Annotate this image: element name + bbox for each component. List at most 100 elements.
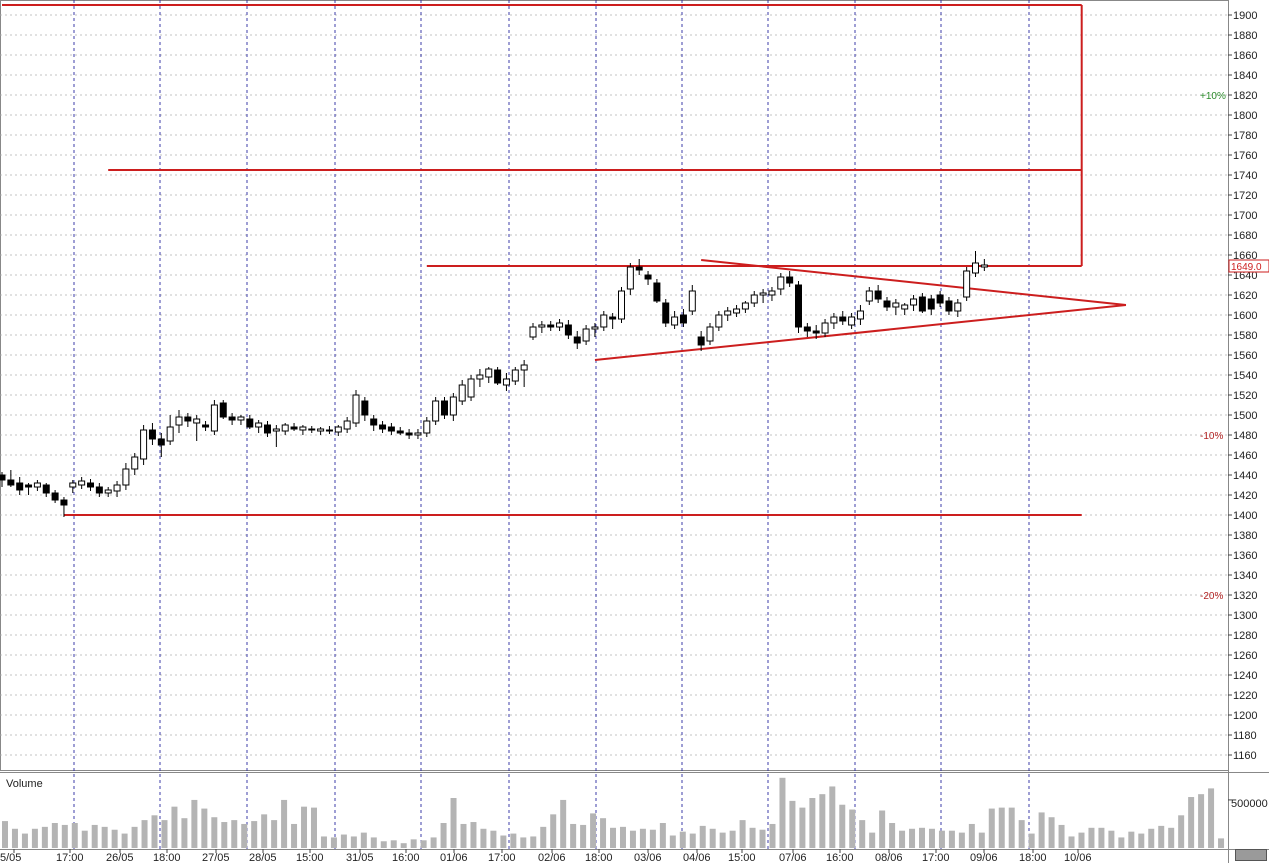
volume-bar	[759, 829, 766, 848]
price-tick-label: 1300	[1233, 610, 1257, 622]
candle-body-up	[69, 482, 77, 488]
candle-body-up	[750, 294, 758, 304]
volume-bar	[370, 837, 377, 848]
candle-body-down	[202, 424, 210, 428]
time-tick-label: 08/06	[875, 852, 903, 863]
volume-bar	[1008, 807, 1015, 848]
time-tick-label: 09/06	[970, 852, 998, 863]
candle-body-up	[33, 482, 41, 488]
candle	[42, 483, 50, 497]
time-tick-label: 16:00	[392, 852, 420, 863]
candle	[78, 477, 86, 489]
candle	[193, 415, 201, 441]
candle	[803, 323, 811, 337]
candle-body-up	[343, 420, 351, 430]
candle-body-up	[706, 326, 714, 342]
candle-body-up	[963, 270, 971, 298]
candle	[414, 429, 422, 439]
candle-body-up	[910, 298, 918, 306]
candle	[317, 427, 325, 435]
candle-body-up	[140, 429, 148, 460]
volume-bar	[1078, 832, 1085, 848]
candle	[812, 325, 820, 339]
price-tick-label: 1540	[1233, 370, 1257, 382]
price-tick-label: 1180	[1233, 730, 1257, 742]
candle-body-up	[892, 302, 900, 308]
volume-panel: Volume 500000	[2, 777, 1268, 848]
candle	[520, 360, 528, 387]
candle	[423, 417, 431, 437]
candle-body-up	[166, 426, 174, 442]
candle	[980, 259, 988, 271]
candle-body-up	[281, 424, 289, 432]
price-tick-label: 1900	[1233, 10, 1257, 22]
volume-bar	[550, 814, 557, 848]
candle-body-up	[255, 422, 263, 428]
candle-body-down	[379, 424, 387, 430]
volume-bar	[1198, 794, 1205, 848]
candle	[458, 380, 466, 405]
volume-bar	[849, 809, 856, 848]
volume-bar	[400, 843, 407, 848]
candle	[892, 299, 900, 315]
candle-body-down	[184, 416, 192, 422]
time-tick-label: 31/05	[346, 852, 374, 863]
candle-body-up	[626, 266, 634, 290]
candle-body-up	[865, 290, 873, 302]
candle	[600, 311, 608, 331]
volume-bar	[510, 833, 517, 848]
volume-bar	[1058, 824, 1065, 848]
candle	[609, 313, 617, 329]
time-tick-label: 18:00	[153, 852, 181, 863]
candle-body-down	[361, 400, 369, 416]
percent-marker-label: -10%	[1200, 431, 1223, 442]
volume-bar	[1038, 812, 1045, 848]
time-tick-label: 01/06	[440, 852, 468, 863]
price-tick-label: 1780	[1233, 130, 1257, 142]
candle	[202, 421, 210, 431]
candle-body-down	[653, 282, 661, 302]
volume-bar	[769, 823, 776, 848]
candle	[564, 320, 572, 339]
volume-bar	[739, 820, 746, 848]
candle-body-up	[272, 428, 280, 432]
candle-body-up	[458, 384, 466, 402]
candle	[51, 490, 59, 503]
candle	[821, 319, 829, 337]
volume-bar	[819, 794, 826, 848]
volume-bar	[350, 836, 357, 848]
price-tick-label: 1740	[1233, 170, 1257, 182]
volume-bar	[131, 826, 138, 848]
time-tick-label: 27/05	[202, 852, 230, 863]
time-tick-label: 26/05	[106, 852, 134, 863]
candle	[582, 325, 590, 345]
volume-bar	[241, 823, 248, 848]
time-tick-label: 15:00	[728, 852, 756, 863]
volume-bar	[2, 821, 8, 848]
volume-bar	[1208, 788, 1215, 848]
candle-body-up	[715, 314, 723, 328]
candle	[255, 420, 263, 433]
price-tick-label: 1320	[1233, 590, 1257, 602]
candle-body-up	[193, 418, 201, 424]
volume-bar	[879, 810, 886, 848]
volume-bar	[829, 786, 836, 848]
candles-layer	[0, 251, 988, 517]
candle-body-up	[131, 456, 139, 470]
scrollbar-thumb[interactable]	[1235, 849, 1267, 861]
candle-body-down	[0, 474, 6, 481]
volume-bar	[61, 824, 68, 848]
volume-bar	[31, 828, 38, 848]
candle-body-up	[529, 326, 537, 338]
price-tick-label: 1700	[1233, 210, 1257, 222]
candle	[237, 415, 245, 425]
time-tick-label: 17:00	[488, 852, 516, 863]
candle-body-up	[317, 428, 325, 432]
price-tick-label: 1580	[1233, 330, 1257, 342]
volume-bar	[261, 814, 268, 848]
candle	[290, 423, 298, 431]
volume-bar	[560, 799, 567, 848]
volume-bar	[649, 829, 656, 848]
price-tick-label: 1420	[1233, 490, 1257, 502]
price-tick-label: 1520	[1233, 390, 1257, 402]
